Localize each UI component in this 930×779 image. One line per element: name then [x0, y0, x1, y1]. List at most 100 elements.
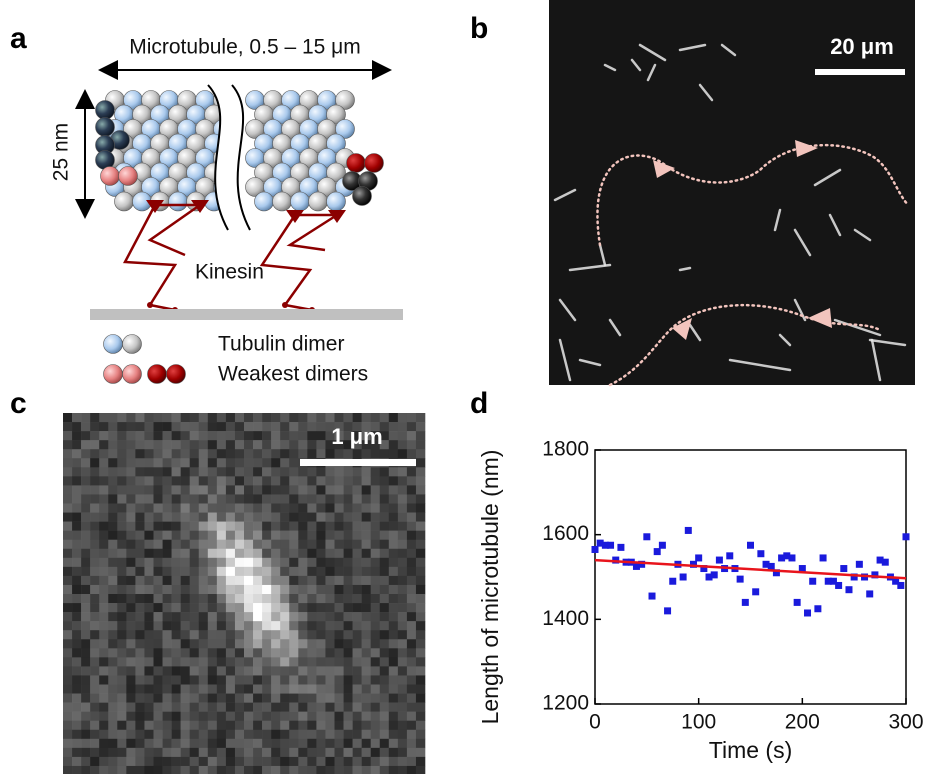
pixel — [298, 703, 307, 712]
pixel — [226, 504, 235, 513]
pixel — [172, 675, 181, 684]
pixel — [353, 549, 362, 558]
pixel — [126, 558, 135, 567]
pixel — [316, 485, 325, 494]
pixel — [72, 494, 81, 503]
tubulin-sphere — [96, 101, 115, 120]
pixel — [271, 766, 280, 774]
pixel — [72, 540, 81, 549]
pixel — [380, 540, 389, 549]
pixel — [172, 549, 181, 558]
pixel — [99, 712, 108, 721]
pixel — [235, 639, 244, 648]
pixel — [90, 730, 99, 739]
pixel — [262, 567, 271, 576]
pixel — [144, 540, 153, 549]
pixel — [235, 531, 244, 540]
pixel — [235, 648, 244, 657]
pixel — [144, 422, 153, 431]
pixel — [154, 621, 163, 630]
pixel — [217, 757, 226, 766]
pixel — [307, 449, 316, 458]
pixel — [217, 513, 226, 522]
pixel — [181, 694, 190, 703]
pixel — [90, 721, 99, 730]
pixel — [380, 603, 389, 612]
pixel — [280, 585, 289, 594]
pixel — [154, 522, 163, 531]
pixel — [190, 549, 199, 558]
pixel — [181, 513, 190, 522]
pixel — [380, 712, 389, 721]
pixel — [271, 531, 280, 540]
pixel — [181, 558, 190, 567]
pixel — [63, 476, 72, 485]
pixel — [280, 449, 289, 458]
pixel — [344, 657, 353, 666]
pixel — [407, 413, 416, 422]
pixel — [99, 567, 108, 576]
pixel — [416, 531, 425, 540]
pixel — [126, 576, 135, 585]
pixel — [271, 440, 280, 449]
pixel — [99, 748, 108, 757]
pixel — [407, 639, 416, 648]
pixel — [262, 504, 271, 513]
pixel — [226, 603, 235, 612]
pixel — [298, 694, 307, 703]
tubulin-sphere — [148, 365, 167, 384]
pixel — [190, 458, 199, 467]
pixel — [289, 449, 298, 458]
pixel — [271, 666, 280, 675]
pixel — [325, 739, 334, 748]
pixel — [226, 712, 235, 721]
pixel — [217, 558, 226, 567]
pixel — [371, 748, 380, 757]
pixel — [271, 513, 280, 522]
pixel — [362, 513, 371, 522]
pixel — [81, 504, 90, 513]
pixel — [217, 657, 226, 666]
pixel — [362, 576, 371, 585]
pixel — [154, 730, 163, 739]
pixel — [371, 585, 380, 594]
pixel — [117, 685, 126, 694]
pixel — [380, 476, 389, 485]
pixel — [253, 458, 262, 467]
pixel — [271, 476, 280, 485]
pixel — [226, 657, 235, 666]
pixel — [389, 694, 398, 703]
pixel — [289, 621, 298, 630]
pixel — [90, 531, 99, 540]
pixel — [199, 603, 208, 612]
pixel — [362, 639, 371, 648]
pixel — [280, 730, 289, 739]
pixel — [298, 657, 307, 666]
pixel — [344, 585, 353, 594]
pixel — [335, 648, 344, 657]
pixel — [172, 585, 181, 594]
pixel — [117, 522, 126, 531]
pixel — [181, 540, 190, 549]
pixel — [135, 567, 144, 576]
pixel — [63, 694, 72, 703]
pixel — [208, 657, 217, 666]
pixel — [389, 422, 398, 431]
pixel — [298, 639, 307, 648]
pixel — [108, 630, 117, 639]
pixel — [289, 666, 298, 675]
pixel — [307, 413, 316, 422]
pixel — [325, 721, 334, 730]
pixel — [72, 703, 81, 712]
kinesin — [125, 205, 200, 310]
pixel — [63, 449, 72, 458]
pixel — [262, 739, 271, 748]
pixel — [398, 739, 407, 748]
pixel — [181, 531, 190, 540]
pixel — [81, 739, 90, 748]
pixel — [253, 476, 262, 485]
pixel — [280, 513, 289, 522]
pixel — [335, 666, 344, 675]
pixel — [72, 422, 81, 431]
pixel — [226, 685, 235, 694]
